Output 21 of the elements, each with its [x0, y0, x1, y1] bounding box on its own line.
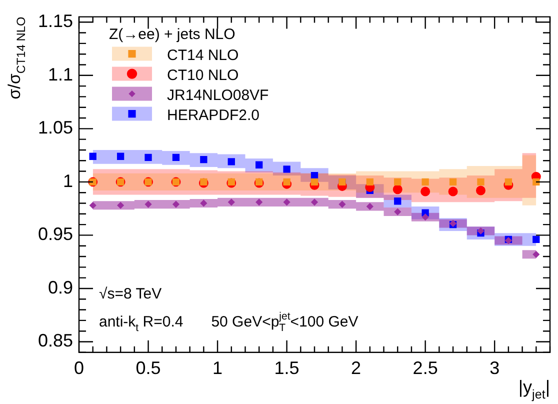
legend-label: JR14NLO08VF [167, 86, 269, 104]
y-tick-label: 1.15 [38, 11, 73, 32]
x-tick-label: 0.5 [136, 358, 161, 378]
x-tick-label: 2.5 [412, 358, 438, 378]
x-tick-label: 2 [351, 358, 362, 378]
legend-title: Z(→ee) + jets NLO [109, 26, 236, 43]
x-tick-label: 0 [74, 358, 84, 378]
legend-label: CT14 NLO [167, 46, 239, 64]
y-axis-title: σ/σCT14 NLO [5, 16, 28, 100]
y-tick-label: 1 [62, 170, 73, 191]
y-tick-label: 1.05 [38, 118, 73, 138]
annotation: √s=8 TeV [99, 285, 162, 302]
y-tick-label: 1.1 [48, 64, 73, 84]
y-tick-label: 0.9 [48, 277, 73, 298]
x-tick-label: 3 [490, 358, 500, 378]
x-tick-label: 1.5 [274, 358, 300, 378]
y-tick-label: 0.95 [38, 224, 73, 244]
legend-label: HERAPDF2.0 [167, 106, 260, 124]
y-tick-label: 0.85 [38, 330, 73, 351]
x-tick-label: 1 [212, 358, 223, 378]
legend-label: CT10 NLO [167, 66, 239, 84]
